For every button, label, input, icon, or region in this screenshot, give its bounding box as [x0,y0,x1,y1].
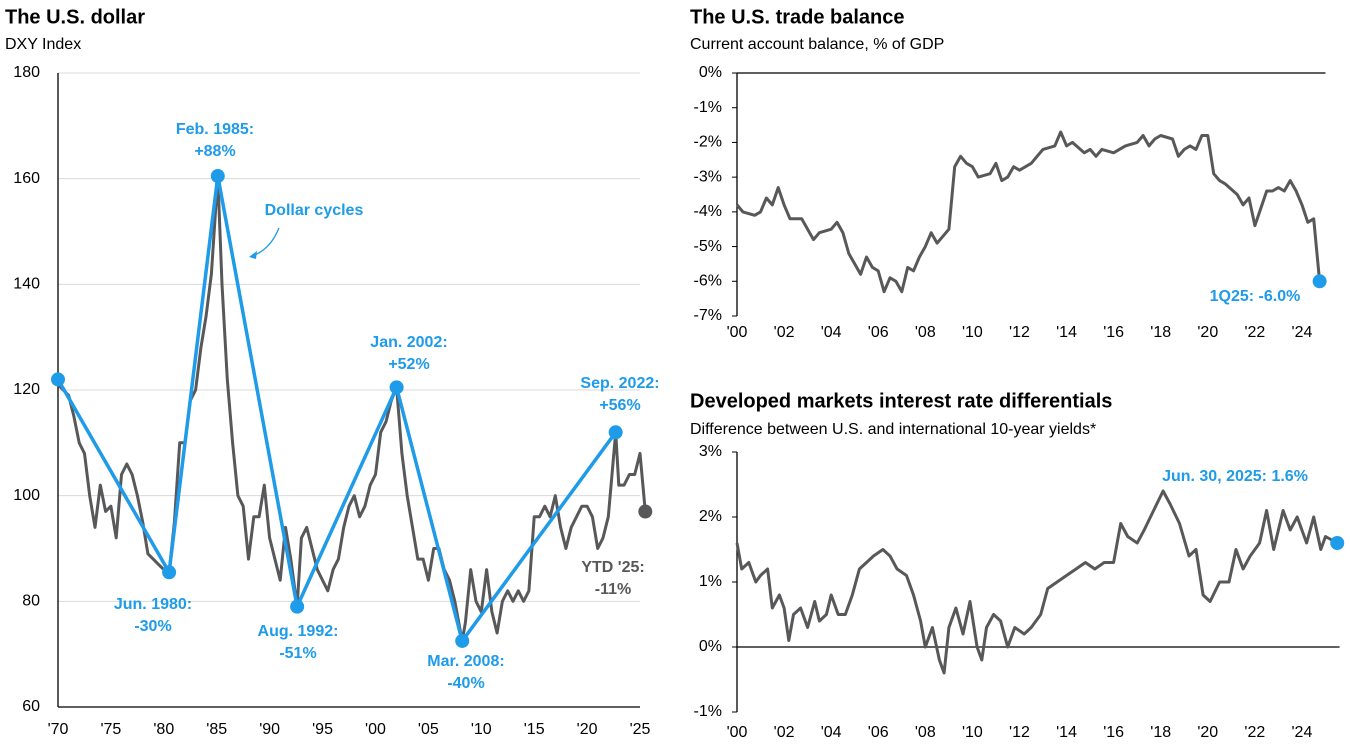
y-tick-label: 140 [13,276,40,293]
x-tick-label: '16 [1103,724,1124,741]
x-tick-label: '08 [915,724,936,741]
y-tick-label: -4% [694,203,722,220]
y-tick-label: 1% [699,573,722,590]
y-tick-label: 80 [22,593,40,610]
annotation: +88% [194,143,235,160]
x-tick-label: '06 [868,724,889,741]
y-tick-label: -7% [694,307,722,324]
x-tick-label: '22 [1244,324,1265,341]
y-tick-label: 3% [699,443,722,460]
x-tick-label: '12 [1009,324,1030,341]
data-point [210,169,225,184]
x-tick-label: '75 [100,721,121,738]
x-tick-label: '10 [962,724,983,741]
y-tick-label: 0% [699,64,722,81]
y-tick-label: 180 [13,64,40,81]
x-tick-label: '25 [630,721,651,738]
x-tick-label: '00 [727,324,748,341]
data-point [455,633,470,648]
annotation: -11% [595,581,631,598]
x-tick-label: '18 [1150,324,1171,341]
y-tick-label: -1% [694,703,722,720]
y-tick-label: 120 [13,381,40,398]
x-tick-label: '00 [727,724,748,741]
annotation: Feb. 1985: [176,121,254,138]
x-tick-label: '06 [868,324,889,341]
y-tick-label: 100 [13,487,40,504]
x-tick-label: '20 [1197,724,1218,741]
chart-title: The U.S. trade balance [690,6,905,28]
y-tick-label: 0% [699,638,722,655]
x-tick-label: '05 [418,721,439,738]
data-point [389,380,404,395]
chart-subtitle: DXY Index [5,36,81,53]
y-tick-label: 60 [22,698,40,715]
x-tick-label: '24 [1292,724,1313,741]
annotation: -51% [279,645,316,662]
x-tick-label: '16 [1103,324,1124,341]
x-tick-label: '90 [259,721,280,738]
annotation: Jun. 1980: [114,596,192,613]
x-tick-label: '85 [206,721,227,738]
y-tick-label: -5% [694,238,722,255]
data-point [162,565,177,580]
series-label: Dollar cycles [265,202,364,219]
data-point [608,425,623,440]
data-point [1330,536,1345,550]
y-tick-label: -2% [694,134,722,151]
data-point [51,372,65,387]
x-tick-label: '24 [1292,324,1313,341]
annotation: Mar. 2008: [427,653,504,670]
series-line [735,489,1338,675]
series-line [56,174,647,643]
x-tick-label: '02 [774,724,795,741]
annotation: +56% [599,397,640,414]
annotation: Jan. 2002: [370,334,447,351]
annotation: 1Q25: -6.0% [1210,288,1301,305]
annotation: YTD '25: [581,559,644,576]
x-tick-label: '00 [365,721,386,738]
series-line [56,174,618,643]
x-tick-label: '04 [821,724,842,741]
x-tick-label: '12 [1009,724,1030,741]
chart-subtitle: Current account balance, % of GDP [690,36,944,53]
x-tick-label: '15 [524,721,545,738]
x-tick-label: '14 [1056,324,1077,341]
x-tick-label: '70 [48,721,69,738]
x-tick-label: '20 [1197,324,1218,341]
y-tick-label: 2% [699,508,722,525]
data-point [1312,274,1327,289]
annotation: Aug. 1992: [258,623,339,640]
x-tick-label: '08 [915,324,936,341]
data-point [290,599,305,614]
chart-title: The U.S. dollar [5,6,145,28]
annotation: -30% [134,618,171,635]
annotation: -40% [447,675,484,692]
y-tick-label: -3% [694,168,722,185]
x-tick-label: '02 [774,324,795,341]
series-line [735,130,1322,294]
x-tick-label: '22 [1244,724,1265,741]
x-tick-label: '10 [962,324,983,341]
annotation: Sep. 2022: [580,375,659,392]
x-tick-label: '10 [471,721,492,738]
x-tick-label: '14 [1056,724,1077,741]
data-point [638,504,653,519]
chart-title: Developed markets interest rate differen… [690,390,1112,412]
annotation: Jun. 30, 2025: 1.6% [1162,468,1308,485]
y-tick-label: -6% [694,273,722,290]
annotation-arrowhead [249,251,257,259]
x-tick-label: '80 [153,721,174,738]
x-tick-label: '18 [1150,724,1171,741]
x-tick-label: '04 [821,324,842,341]
x-tick-label: '20 [577,721,598,738]
y-tick-label: 160 [13,170,40,187]
x-tick-label: '95 [312,721,333,738]
annotation: +52% [388,356,429,373]
y-tick-label: -1% [694,99,722,116]
chart-subtitle: Difference between U.S. and internationa… [690,421,1096,438]
